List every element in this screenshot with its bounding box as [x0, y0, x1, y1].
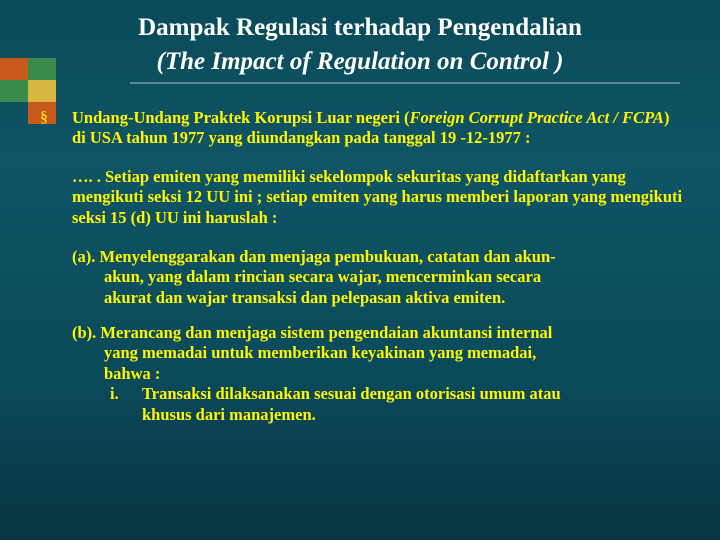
item-a-label: (a).: [72, 247, 100, 266]
item-b-line1: Merancang dan menjaga sistem pengendaian…: [100, 323, 552, 342]
item-b-i-line1: Transaksi dilaksanakan sesuai dengan oto…: [142, 384, 684, 405]
intro-text-pre: Undang-Undang Praktek Korupsi Luar neger…: [72, 108, 410, 127]
quote-paragraph: …. . Setiap emiten yang memiliki sekelom…: [72, 167, 684, 229]
item-b-roman: i. Transaksi dilaksanakan sesuai dengan …: [72, 384, 684, 425]
item-b: (b). Merancang dan menjaga sistem pengen…: [72, 323, 684, 426]
item-b-line3: bahwa :: [72, 364, 684, 385]
item-b-line2: yang memadai untuk memberikan keyakinan …: [72, 343, 684, 364]
deco-box: [28, 58, 56, 80]
item-a-line2: akun, yang dalam rincian secara wajar, m…: [72, 267, 684, 288]
item-a: (a). Menyelenggarakan dan menjaga pembuk…: [72, 247, 684, 309]
bullet-icon: §: [40, 108, 48, 128]
item-a-line1: Menyelenggarakan dan menjaga pembukuan, …: [100, 247, 556, 266]
deco-box: [0, 58, 28, 80]
title-sub: (The Impact of Regulation on Control ): [0, 48, 720, 76]
item-b-i-label: i.: [104, 384, 142, 405]
slide-body: § Undang-Undang Praktek Korupsi Luar neg…: [0, 84, 720, 426]
item-b-label: (b).: [72, 323, 100, 342]
item-b-i-line2: khusus dari manajemen.: [142, 405, 684, 426]
intro-text-italic: Foreign Corrupt Practice Act / FCPA: [410, 108, 664, 127]
title-block: Dampak Regulasi terhadap Pengendalian (T…: [0, 0, 720, 84]
title-main: Dampak Regulasi terhadap Pengendalian: [0, 14, 720, 42]
item-a-line3: akurat dan wajar transaksi dan pelepasan…: [72, 288, 684, 309]
intro-paragraph: Undang-Undang Praktek Korupsi Luar neger…: [72, 108, 684, 149]
